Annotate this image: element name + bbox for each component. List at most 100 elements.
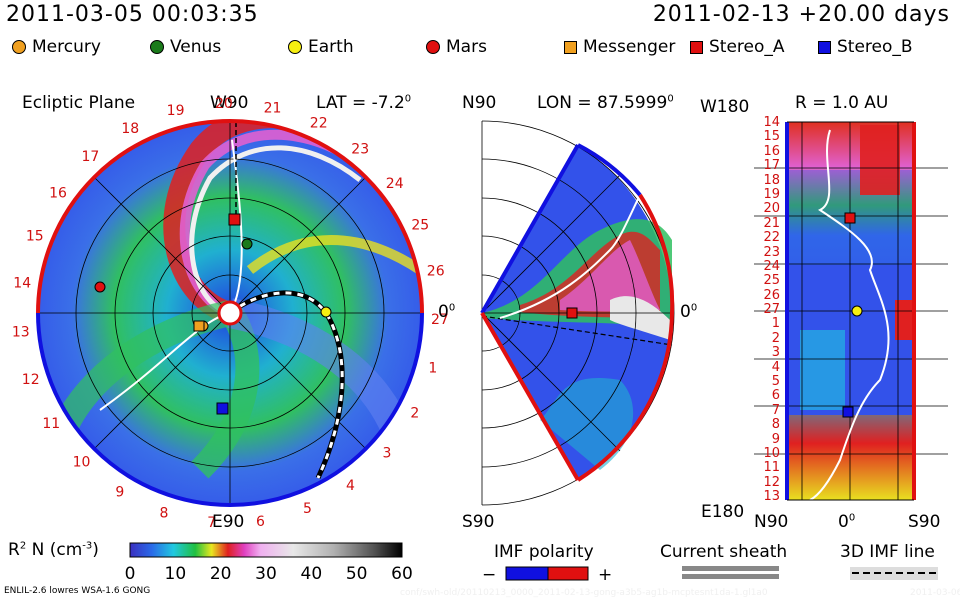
stereo-a-marker-meridional (566, 307, 578, 319)
venus-marker (241, 238, 253, 250)
carrington-tick: 8 (159, 505, 168, 521)
mercury-marker-icon (12, 40, 26, 54)
radial-bottom-mid-label: 00 (838, 512, 856, 532)
colorbar-tick: 40 (300, 564, 323, 584)
radial-panel (754, 121, 948, 501)
radial-tick: 15 (763, 129, 780, 145)
legend-label: Venus (170, 37, 222, 57)
radial-tick: 8 (771, 417, 780, 433)
carrington-tick: 9 (115, 485, 124, 501)
venus-marker-icon (150, 40, 164, 54)
colorbar-label: R2 N (cm-3) (8, 540, 99, 560)
carrington-tick: 5 (303, 501, 312, 517)
legend-label: Mercury (32, 37, 101, 57)
carrington-tick: 23 (351, 141, 369, 157)
radial-bottom-s-label: S90 (908, 512, 941, 532)
carrington-tick: 19 (167, 103, 185, 119)
radial-tick: 21 (763, 215, 780, 231)
radial-r-label: R = 1.0 AU (795, 93, 889, 113)
current-sheath-title: Current sheath (660, 542, 788, 562)
ecliptic-right-label: 00 (438, 302, 456, 322)
radial-tick: 12 (763, 474, 780, 490)
ecliptic-plane-panel: 19 20 212223242526271234567891011121314151… (12, 96, 449, 531)
radial-top-left-label: W180 (700, 97, 750, 117)
carrington-tick: 16 (49, 186, 67, 202)
carrington-tick: 26 (427, 264, 445, 280)
imf-line-swatch (850, 567, 938, 580)
legend-mars: Mars (426, 37, 564, 57)
carrington-tick: 13 (12, 324, 30, 340)
mars-marker-icon (426, 40, 440, 54)
radial-tick: 10 (763, 445, 780, 461)
ecliptic-title: Ecliptic Plane (22, 93, 136, 113)
carrington-tick: 27 (431, 312, 449, 328)
stereo-b-marker (216, 402, 229, 415)
model-info: ENLIL-2.6 lowres WSA-1.6 GONG (4, 586, 151, 596)
radial-tick: 18 (763, 172, 780, 188)
current-sheath-swatch-top (682, 566, 779, 571)
radial-tick: 22 (763, 230, 780, 246)
run-path: conf/swh-old/20110213_0000_2011-02-13-go… (400, 588, 768, 598)
stereo-b-marker-icon (818, 40, 831, 54)
ecliptic-bottom-label: E90 (212, 512, 245, 532)
messenger-marker (193, 320, 205, 332)
colorbar-tick: 60 (391, 564, 413, 584)
lat-label: LAT = -7.20 (316, 93, 412, 113)
carrington-tick: 6 (256, 514, 265, 530)
earth-marker (320, 306, 332, 318)
lon-label: LON = 87.59990 (537, 93, 674, 113)
mars-marker (94, 281, 106, 293)
carrington-tick: 25 (411, 217, 429, 233)
radial-tick: 16 (763, 143, 780, 159)
legend-messenger: Messenger (564, 37, 690, 57)
carrington-tick: 21 (264, 100, 282, 116)
radial-tick: 23 (763, 244, 780, 260)
carrington-tick: 10 (73, 455, 91, 471)
radial-tick: 4 (771, 359, 780, 375)
stereo-a-marker (228, 213, 241, 226)
footer-date: 2011-03-06 (910, 588, 960, 598)
legend-label: Messenger (583, 37, 676, 57)
legend-label: Stereo_A (709, 37, 785, 57)
carrington-tick: 20 (215, 96, 233, 112)
imf-polarity-minus: − (482, 565, 497, 585)
carrington-tick: 18 (121, 121, 139, 137)
meridional-bottom-label: S90 (462, 512, 495, 532)
colorbar-tick: 10 (164, 564, 187, 584)
radial-tick: 6 (771, 388, 780, 404)
legend-stereo-b: Stereo_B (818, 37, 928, 57)
radial-tick: 24 (763, 258, 780, 274)
carrington-tick: 15 (26, 229, 44, 245)
radial-bottom-n-label: N90 (754, 512, 789, 532)
radial-tick: 19 (763, 186, 780, 202)
colorbar-tick: 0 (124, 564, 136, 584)
radial-tick: 14 (763, 115, 780, 130)
carrington-tick: 2 (410, 406, 419, 422)
radial-tick: 11 (763, 460, 780, 476)
legend-label: Mars (446, 37, 487, 57)
legend-venus: Venus (150, 37, 288, 57)
radial-tick: 1 (771, 316, 780, 332)
ecliptic-top-label: W90 (210, 93, 249, 113)
legend-label: Earth (308, 37, 354, 57)
carrington-tick: 24 (386, 176, 404, 192)
radial-tick: 7 (771, 402, 780, 418)
radial-tick: 26 (763, 287, 780, 303)
radial-tick: 17 (763, 158, 780, 174)
polarity-negative-swatch (505, 566, 549, 581)
carrington-tick: 4 (346, 478, 355, 494)
run-info: 2011-02-13 +20.00 days (652, 2, 950, 27)
radial-tick: 5 (771, 373, 780, 389)
imf-line-title: 3D IMF line (840, 542, 935, 562)
current-time: 2011-03-05 00:03:35 (6, 2, 259, 27)
radial-tick: 9 (771, 431, 780, 447)
radial-tick: 25 (763, 273, 780, 289)
density-colorbar (129, 542, 403, 558)
messenger-marker-icon (564, 40, 577, 54)
carrington-tick: 11 (42, 416, 60, 432)
radial-tick: 20 (763, 201, 780, 217)
radial-tick: 2 (771, 330, 780, 346)
earth-marker-icon (288, 40, 302, 54)
legend-stereo-a: Stereo_A (690, 37, 818, 57)
